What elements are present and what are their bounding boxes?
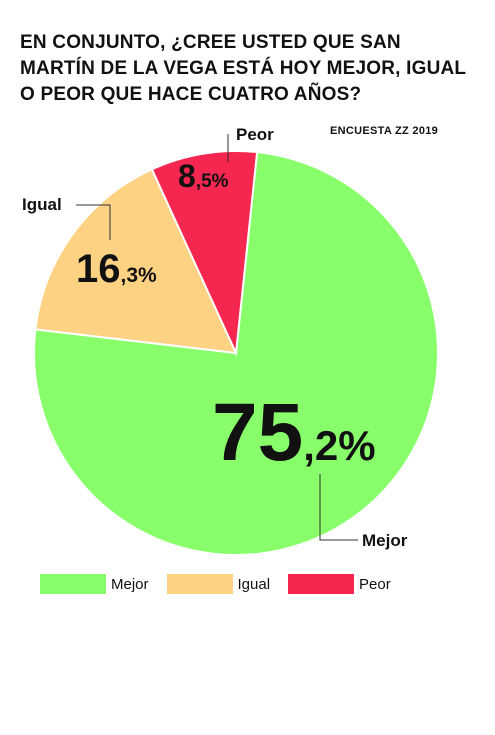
legend-item-mejor: Mejor xyxy=(40,574,149,594)
category-label-igual: Igual xyxy=(22,195,62,214)
source-label: ENCUESTA ZZ 2019 xyxy=(330,125,439,137)
pie-slice-peor xyxy=(150,150,259,357)
legend-label-igual: Igual xyxy=(237,575,271,593)
data-label-peor: 8,5% xyxy=(178,158,229,194)
legend-label-peor: Peor xyxy=(359,575,391,593)
data-label-mejor: 75,2% xyxy=(212,387,376,478)
legend-item-igual: Igual xyxy=(166,574,271,594)
chart-title: EN CONJUNTO, ¿CREE USTED QUE SAN MARTÍN … xyxy=(20,32,466,105)
legend-swatch-mejor xyxy=(40,574,106,594)
category-label-mejor: Mejor xyxy=(362,531,408,550)
legend-item-peor: Peor xyxy=(288,574,391,594)
legend: Mejor Igual Peor xyxy=(40,574,409,594)
leader-line-igual xyxy=(76,204,111,240)
data-label-igual: 16,3% xyxy=(76,247,157,291)
leader-line-mejor xyxy=(319,474,358,541)
pie-slice-igual xyxy=(34,168,238,355)
category-label-peor: Peor xyxy=(236,125,274,144)
legend-label-mejor: Mejor xyxy=(111,575,149,593)
legend-swatch-peor xyxy=(288,574,355,594)
legend-swatch-igual xyxy=(166,574,233,594)
